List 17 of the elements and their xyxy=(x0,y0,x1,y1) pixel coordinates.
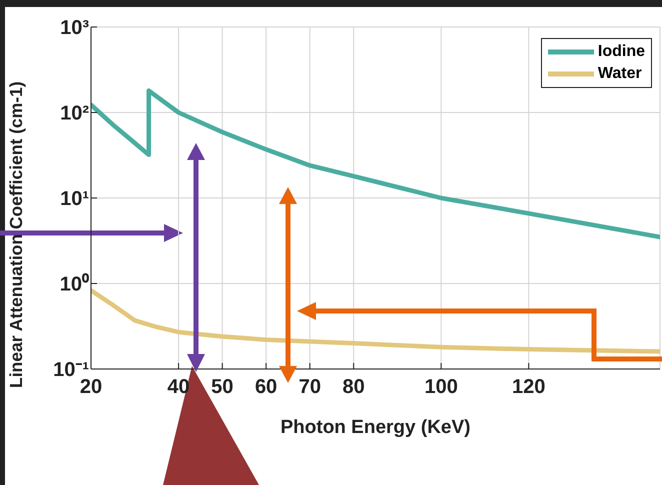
x-tick-label: 80 xyxy=(342,376,365,398)
y-tick-label: 10⁰ xyxy=(60,272,89,296)
y-tick-label: 10¹ xyxy=(60,188,90,210)
line-series xyxy=(91,88,660,240)
y-tick-label: 10² xyxy=(60,102,90,125)
x-axis-title: Photon Energy (KeV) xyxy=(280,417,471,438)
x-tick-label: 60 xyxy=(254,376,278,398)
x-tick-label: 20 xyxy=(80,376,102,398)
x-tick-label: 50 xyxy=(211,376,234,398)
x-tick-label: 70 xyxy=(298,376,321,398)
y-axis-title: Linear Attenuation Coefficient (cm-1) xyxy=(6,81,26,388)
legend-label: Iodine xyxy=(598,42,645,62)
y-tick-label: 10³ xyxy=(60,17,90,40)
x-tick-label: 120 xyxy=(512,376,546,398)
legend-label: Water xyxy=(598,64,642,84)
line-series xyxy=(91,288,660,354)
x-tick-label: 100 xyxy=(424,376,458,398)
